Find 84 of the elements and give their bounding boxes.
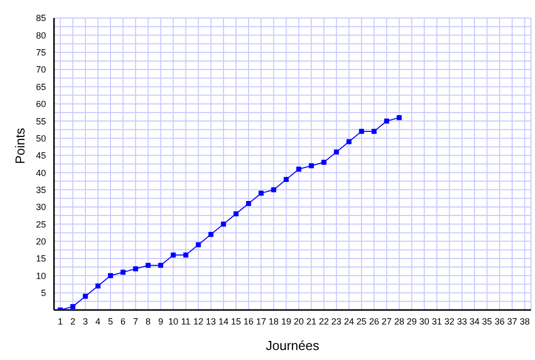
point — [208, 232, 214, 237]
x-tick-label: 3 — [82, 316, 88, 326]
point — [234, 211, 239, 216]
x-tick-label: 12 — [193, 316, 204, 326]
x-tick-label: 36 — [494, 316, 505, 326]
x-tick-label: 15 — [231, 316, 242, 326]
point — [308, 163, 314, 168]
x-tick-label: 19 — [281, 316, 292, 326]
y-tick-label: 65 — [36, 82, 46, 92]
x-tick-label: 30 — [419, 316, 430, 326]
x-tick-label: 9 — [158, 316, 164, 326]
x-tick-label: 13 — [206, 316, 216, 326]
point — [359, 128, 364, 134]
x-tick-label: 16 — [244, 316, 254, 326]
point — [158, 262, 164, 268]
point — [170, 252, 176, 258]
x-tick-label: 8 — [146, 316, 151, 326]
y-tick-label: 35 — [36, 184, 46, 195]
y-tick-label: 25 — [36, 219, 46, 230]
x-tick-label: 7 — [133, 316, 138, 326]
point — [396, 115, 402, 120]
x-tick-label: 21 — [306, 316, 316, 326]
y-tick-label: 15 — [36, 254, 46, 264]
point — [258, 190, 264, 196]
x-tick-label: 25 — [356, 316, 367, 326]
point — [321, 160, 326, 165]
point — [120, 270, 126, 275]
x-tick-label: 5 — [108, 316, 113, 326]
point — [70, 304, 76, 310]
y-axis-title: Points — [12, 127, 28, 164]
x-tick-label: 38 — [520, 316, 530, 326]
point — [384, 118, 390, 124]
x-tick-label: 20 — [294, 316, 304, 326]
point — [334, 149, 339, 154]
x-tick-label: 24 — [344, 316, 354, 326]
x-tick-label: 28 — [394, 316, 404, 326]
x-tick-label: 23 — [331, 316, 342, 326]
point — [372, 128, 377, 134]
point — [346, 139, 352, 144]
point — [108, 273, 113, 278]
y-tick-label: 40 — [36, 168, 46, 178]
point — [284, 176, 289, 182]
y-tick-label: 80 — [36, 30, 46, 40]
point — [95, 283, 100, 288]
x-tick-label: 6 — [120, 316, 126, 326]
point — [82, 294, 88, 299]
y-tick-label: 85 — [36, 13, 46, 24]
x-tick-label: 1 — [58, 316, 63, 326]
x-tick-label: 29 — [406, 316, 417, 326]
point — [246, 201, 252, 206]
point — [146, 262, 151, 268]
point — [271, 187, 276, 192]
x-tick-label: 31 — [432, 316, 442, 326]
x-tick-label: 35 — [482, 316, 492, 326]
x-tick-label: 14 — [218, 316, 228, 326]
x-tick-label: 32 — [444, 316, 454, 326]
x-tick-label: 11 — [181, 316, 190, 326]
y-tick-label: 55 — [36, 116, 46, 126]
x-tick-label: 22 — [318, 316, 329, 326]
x-tick-label: 33 — [456, 316, 467, 326]
x-tick-label: 2 — [70, 316, 76, 326]
y-tick-label: 10 — [36, 270, 46, 281]
x-tick-label: 18 — [268, 316, 279, 326]
y-tick-label: 20 — [36, 236, 46, 246]
x-tick-label: 34 — [470, 316, 480, 326]
x-axis-title: Journées — [266, 338, 320, 353]
point — [220, 222, 226, 227]
x-tick-label: 10 — [168, 316, 178, 326]
x-tick-label: 26 — [369, 316, 380, 326]
point — [296, 166, 302, 172]
x-tick-label: 4 — [95, 316, 100, 326]
x-tick-label: 37 — [507, 316, 518, 326]
y-tick-label: 45 — [36, 150, 46, 161]
point — [183, 252, 188, 258]
point — [133, 266, 138, 272]
point — [196, 242, 201, 248]
x-tick-label: 17 — [256, 316, 266, 326]
y-tick-label: 75 — [36, 48, 46, 58]
y-tick-label: 30 — [36, 202, 46, 212]
y-tick-label: 60 — [36, 99, 46, 110]
y-tick-label: 70 — [36, 64, 46, 75]
y-tick-label: 5 — [40, 288, 46, 298]
y-tick-label: 50 — [36, 133, 46, 144]
x-tick-label: 27 — [382, 316, 392, 326]
